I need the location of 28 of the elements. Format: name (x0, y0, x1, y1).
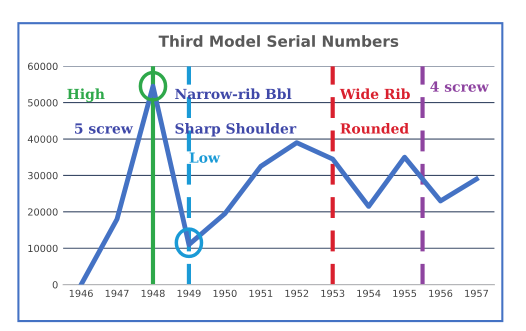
y-tick-label: 60000 (28, 62, 58, 70)
x-tick-label: 1950 (214, 290, 237, 298)
x-tick-label: 1954 (357, 290, 380, 298)
x-tick-label: 1951 (250, 290, 272, 298)
x-tick-label: 1953 (321, 290, 344, 298)
x-tick-label: 1946 (70, 290, 93, 298)
y-tick-label: 40000 (28, 136, 58, 143)
y-tick-label: 0 (52, 281, 58, 288)
x-tick-label: 1955 (393, 290, 416, 298)
x-tick-label: 1957 (465, 290, 488, 298)
annotation: Rounded (340, 123, 409, 134)
annotation: 4 screw (430, 81, 489, 92)
y-tick-label: 50000 (28, 99, 58, 106)
x-tick-label: 1949 (178, 290, 201, 298)
y-tick-label: 20000 (28, 208, 58, 216)
y-tick-label: 10000 (28, 244, 58, 252)
annotation: High (67, 88, 105, 102)
annotation: Low (190, 152, 220, 163)
chart-title: Third Model Serial Numbers (158, 35, 398, 47)
y-tick-label: 30000 (28, 172, 58, 180)
annotation: Wide Rib (340, 88, 410, 100)
x-tick-label: 1956 (429, 290, 452, 298)
x-tick-label: 1952 (285, 290, 308, 298)
annotation: Narrow-rib Bbl (175, 88, 292, 100)
annotation: Sharp Shoulder (175, 123, 296, 136)
x-tick-label: 1947 (106, 290, 129, 298)
x-tick-label: 1948 (142, 290, 165, 298)
annotation: 5 screw (75, 123, 134, 134)
